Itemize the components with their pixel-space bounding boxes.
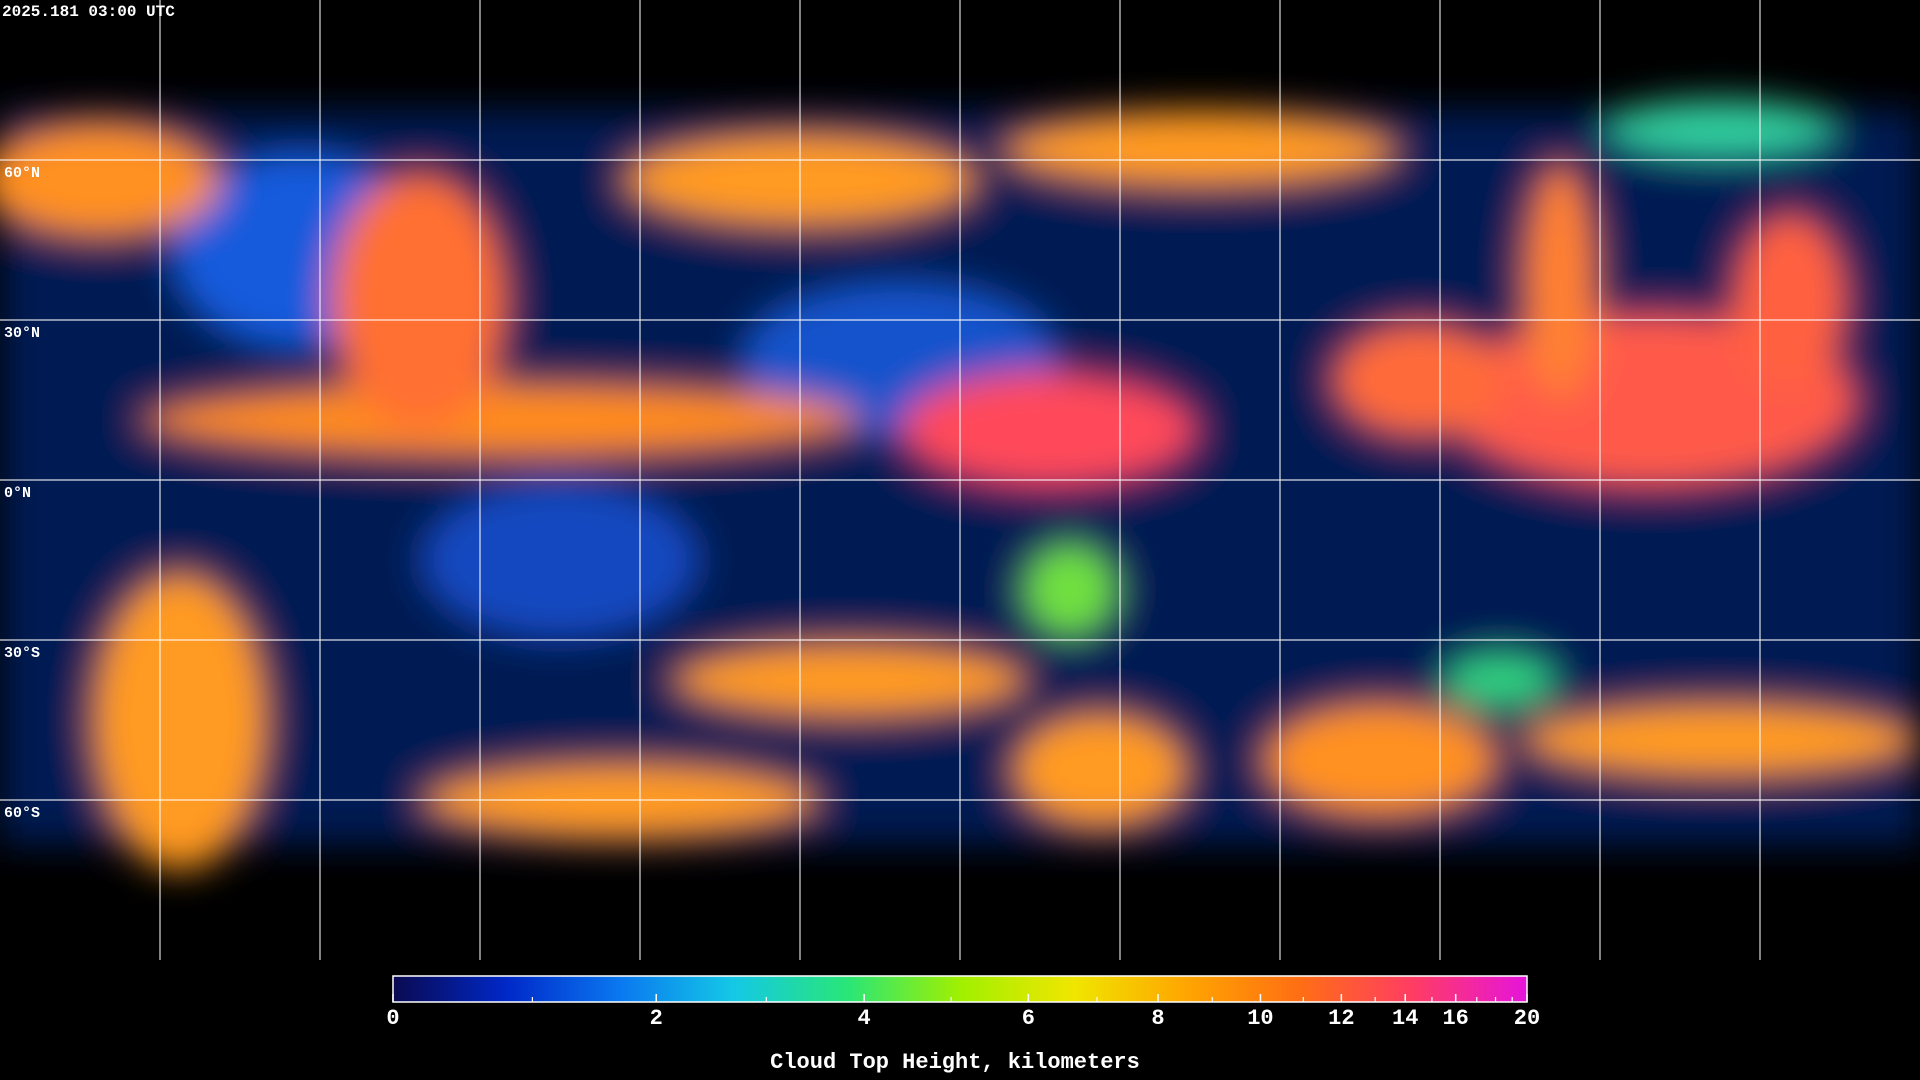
colorbar-tick-label: 14 (1392, 1006, 1418, 1031)
colorbar-tick-label: 4 (858, 1006, 871, 1031)
timestamp: 2025.181 03:00 UTC (2, 3, 175, 21)
graticule: 60°N 30°N 0°N 30°S 60°S (0, 0, 1920, 960)
latitude-label: 30°N (4, 325, 40, 342)
colorbar-title: Cloud Top Height, kilometers (770, 1050, 1140, 1075)
colorbar-tick-label: 12 (1328, 1006, 1354, 1031)
colorbar-tick-label: 2 (650, 1006, 663, 1031)
colorbar-tick-label: 20 (1514, 1006, 1540, 1031)
latitude-label: 60°S (4, 805, 40, 822)
latitude-label: 60°N (4, 165, 40, 182)
latitude-label: 30°S (4, 645, 40, 662)
latitude-label: 0°N (4, 485, 31, 502)
colorbar-tick-label: 8 (1151, 1006, 1164, 1031)
colorbar-tick-label: 6 (1022, 1006, 1035, 1031)
colorbar-tick-label: 10 (1247, 1006, 1273, 1031)
colorbar-tick-label: 16 (1442, 1006, 1468, 1031)
colorbar-gradient (392, 975, 1528, 1003)
colorbar: 0 2 4 6 8 10 12 14 16 20 Cloud Top Height, kilomet… (386, 975, 1540, 1075)
colorbar-tick-label: 0 (386, 1006, 399, 1031)
